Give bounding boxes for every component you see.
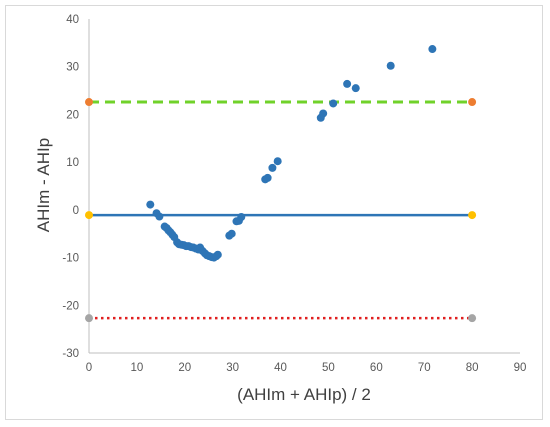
data-point bbox=[237, 213, 246, 222]
x-axis-title: (AHIm + AHIp) / 2 bbox=[237, 385, 371, 404]
y-axis-title: AHIm - AHIp bbox=[34, 138, 53, 232]
data-point bbox=[329, 99, 338, 108]
x-tick-label: 30 bbox=[226, 362, 239, 374]
line-end-marker bbox=[468, 98, 477, 107]
data-point bbox=[146, 200, 155, 209]
line-end-marker bbox=[85, 314, 93, 323]
y-tick-label: -20 bbox=[62, 300, 79, 312]
y-tick-label: -30 bbox=[62, 348, 79, 360]
y-tick-label: 30 bbox=[66, 62, 79, 74]
data-points bbox=[146, 45, 437, 262]
x-tick-label: 50 bbox=[322, 362, 335, 374]
y-tick-label: 40 bbox=[66, 14, 79, 26]
data-point bbox=[273, 157, 282, 166]
x-tick-label: 20 bbox=[178, 362, 191, 374]
data-point bbox=[155, 212, 164, 221]
data-point bbox=[213, 250, 222, 259]
y-tick-labels: 40 30 20 10 0 -10 -20 -30 bbox=[62, 14, 79, 360]
reference-line-end-markers bbox=[85, 98, 477, 323]
x-tick-label: 70 bbox=[418, 362, 431, 374]
data-point bbox=[268, 163, 277, 172]
y-tick-label: 10 bbox=[66, 157, 79, 169]
data-point bbox=[343, 79, 352, 88]
x-tick-label: 80 bbox=[466, 362, 479, 374]
data-point bbox=[227, 229, 236, 238]
chart-frame bbox=[5, 5, 543, 420]
x-tick-label: 60 bbox=[370, 362, 383, 374]
y-tick-label: 20 bbox=[66, 109, 79, 121]
line-end-marker bbox=[468, 211, 477, 220]
y-tick-label: 0 bbox=[73, 205, 79, 217]
line-end-marker bbox=[85, 211, 93, 220]
x-tick-label: 40 bbox=[274, 362, 287, 374]
y-tick-label: -10 bbox=[62, 253, 79, 265]
x-tick-label: 90 bbox=[514, 362, 527, 374]
x-tick-label: 10 bbox=[130, 362, 143, 374]
data-point bbox=[263, 173, 272, 182]
x-tick-labels: 0 10 20 30 40 50 60 70 80 90 bbox=[86, 362, 527, 374]
reference-lines bbox=[89, 100, 473, 320]
line-end-marker bbox=[85, 98, 93, 107]
axes bbox=[88, 19, 520, 354]
data-point bbox=[428, 45, 437, 54]
data-point bbox=[386, 61, 395, 70]
data-point bbox=[319, 109, 328, 118]
x-tick-label: 0 bbox=[86, 362, 92, 374]
line-end-marker bbox=[468, 314, 477, 323]
data-point bbox=[351, 84, 360, 93]
